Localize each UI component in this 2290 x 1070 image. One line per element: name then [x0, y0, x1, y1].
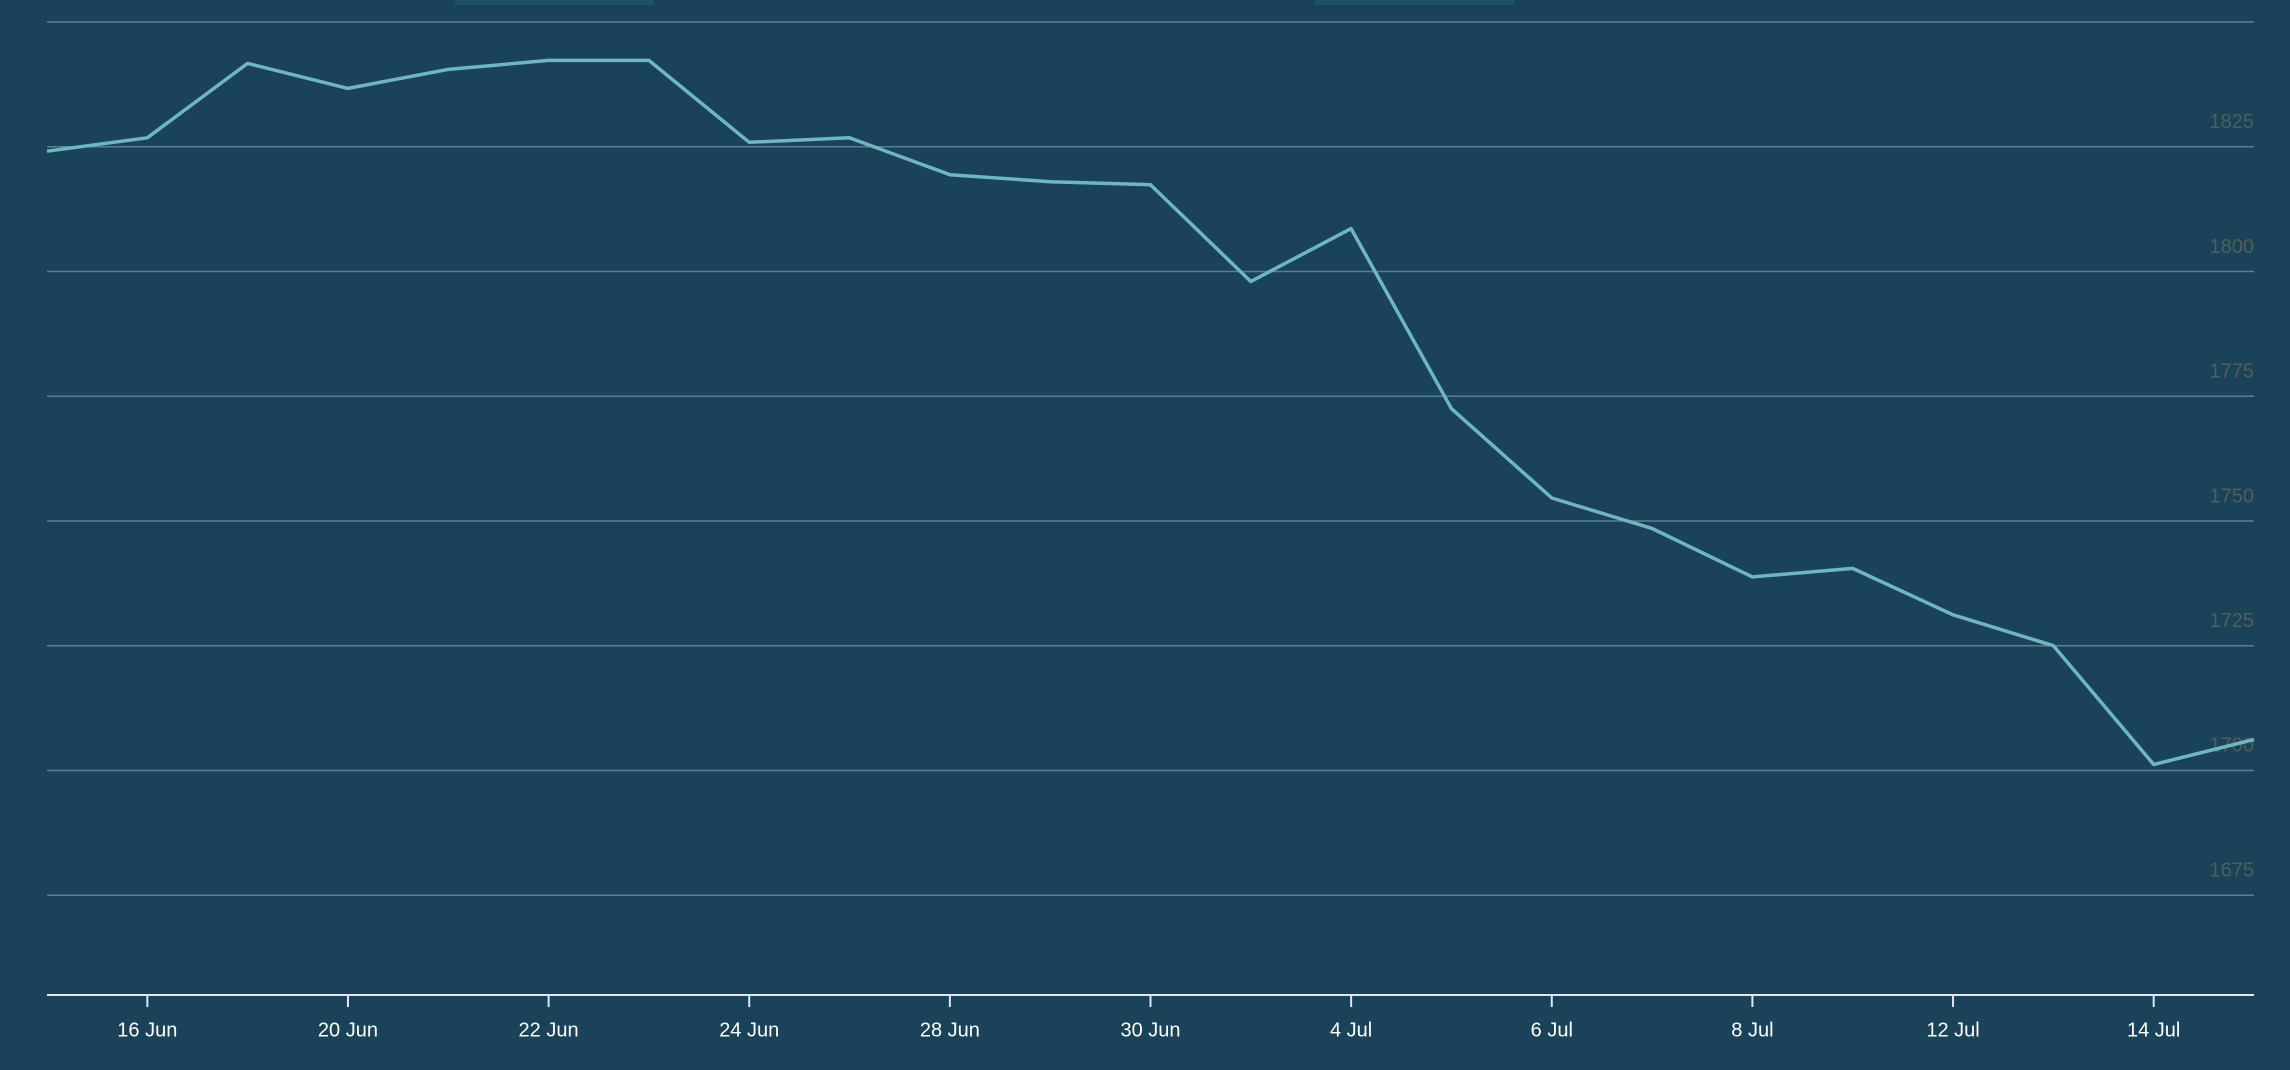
x-tick-label: 22 Jun [519, 1019, 579, 1041]
y-tick-label: 1675 [2210, 859, 2255, 881]
x-tick-label: 20 Jun [318, 1019, 378, 1041]
y-tick-label: 1800 [2210, 236, 2255, 258]
line [46, 58, 2255, 767]
x-tick-label: 14 Jul [2127, 1019, 2180, 1041]
x-tick-label: 28 Jun [920, 1019, 980, 1041]
x-tick-label: 12 Jul [1926, 1019, 1979, 1041]
tab[interactable] [1315, 0, 1514, 5]
tab[interactable] [455, 0, 654, 5]
y-tick-label: 1825 [2210, 111, 2255, 133]
x-tick-label: 8 Jul [1731, 1019, 1773, 1041]
x-tick-label: 16 Jun [117, 1019, 177, 1041]
x-tick-label: 6 Jul [1531, 1019, 1573, 1041]
y-tick-label: 1750 [2210, 485, 2255, 507]
x-tick-label: 4 Jul [1330, 1019, 1372, 1041]
x-tick-label: 30 Jun [1120, 1019, 1180, 1041]
y-tick-label: 1775 [2210, 361, 2255, 383]
y-tick-label: 1725 [2210, 610, 2255, 632]
x-tick-label: 24 Jun [719, 1019, 779, 1041]
